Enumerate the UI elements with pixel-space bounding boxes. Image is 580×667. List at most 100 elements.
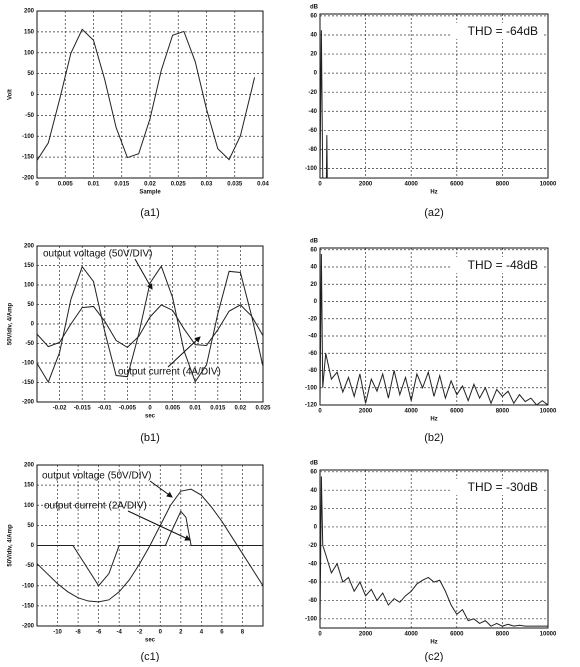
- data-line: [320, 30, 548, 178]
- x-axis-label: Hz: [430, 190, 437, 196]
- chart-panel: -100 -80 -60 -40 -20 0 20 40 60 0 2000 4000 6000 8000…: [305, 461, 557, 663]
- x-tick-label: 0.015: [210, 406, 226, 412]
- y-tick-label: 60: [310, 469, 317, 475]
- x-tick-label: 8000: [496, 409, 510, 415]
- y-tick-label: -40: [308, 334, 317, 340]
- y-tick-label: 200: [24, 463, 35, 469]
- x-tick-label: 4000: [405, 182, 419, 188]
- y-tick-label: 50: [27, 523, 34, 529]
- y-tick-label: -200: [22, 400, 35, 406]
- caption: (c1): [141, 651, 160, 662]
- y-tick-label: -20: [308, 90, 317, 96]
- annotation-arrow: [149, 480, 173, 498]
- y-tick-label: 60: [310, 13, 317, 19]
- x-tick-label: 6000: [450, 632, 464, 638]
- y-axis-label: Volt: [8, 89, 14, 100]
- annotation-arrow: [134, 258, 153, 290]
- y-tick-label: -50: [25, 563, 34, 569]
- y-tick-label: 100: [24, 50, 35, 56]
- chart-panel: -100 -80 -60 -40 -20 0 20 40 60 0 2000 4000 6000 8000…: [305, 5, 557, 219]
- y-tick-label: 200: [24, 244, 35, 250]
- y-tick-label: -50: [25, 341, 34, 347]
- caption: (a2): [424, 207, 444, 219]
- x-tick-label: -2: [137, 630, 143, 636]
- x-tick-label: 4000: [405, 409, 419, 415]
- y-tick-label: -60: [308, 351, 317, 357]
- curve-annotation: output current (4A/DIV): [118, 367, 221, 378]
- x-tick-label: 6: [220, 630, 224, 636]
- x-tick-label: 0.01: [189, 406, 201, 412]
- x-tick-label: 0: [159, 630, 163, 636]
- y-tick-label: -200: [22, 624, 35, 630]
- plot-frame: [319, 247, 549, 406]
- annotation-arrow: [167, 336, 201, 368]
- caption: (b2): [424, 432, 444, 444]
- y-tick-label: -100: [305, 616, 318, 622]
- y-tick-label: 40: [310, 33, 317, 39]
- y-tick-label: 0: [314, 71, 318, 77]
- annotation-arrow: [127, 510, 191, 541]
- y-axis-label: dB: [310, 5, 319, 11]
- y-tick-label: -150: [22, 380, 35, 386]
- y-tick-label: 20: [310, 282, 317, 288]
- y-tick-label: 40: [310, 488, 317, 494]
- x-axis-label: Sample: [139, 190, 161, 196]
- data-line: [320, 254, 548, 405]
- x-tick-label: 2000: [359, 409, 373, 415]
- x-tick-label: 0.025: [255, 406, 271, 412]
- x-tick-label: 0.02: [144, 182, 156, 188]
- x-tick-label: -0.02: [53, 406, 67, 412]
- y-tick-label: 0: [31, 322, 35, 328]
- y-axis-label: 50V/div, 4/Amp: [8, 524, 14, 567]
- x-tick-label: 0: [35, 182, 39, 188]
- y-tick-label: -80: [308, 147, 317, 153]
- y-tick-label: -100: [22, 134, 35, 140]
- x-tick-label: 0.005: [58, 182, 74, 188]
- x-tick-label: 10000: [540, 182, 557, 188]
- x-tick-label: 0.035: [227, 182, 243, 188]
- y-tick-label: 20: [310, 52, 317, 58]
- x-tick-label: 8: [241, 630, 245, 636]
- y-tick-label: -80: [308, 598, 317, 604]
- x-tick-label: 8000: [496, 182, 510, 188]
- y-tick-label: -100: [305, 166, 318, 172]
- x-axis-label: Hz: [430, 417, 437, 423]
- x-tick-label: -10: [53, 630, 62, 636]
- x-tick-label: -6: [96, 630, 102, 636]
- x-axis-label: sec: [145, 414, 156, 420]
- data-line: [37, 28, 256, 161]
- x-tick-label: -4: [117, 630, 123, 636]
- thd-annotation: THD = -64dB: [468, 24, 538, 38]
- caption: (c2): [425, 651, 444, 662]
- x-tick-label: 6000: [450, 409, 464, 415]
- y-tick-label: -40: [308, 109, 317, 115]
- x-tick-label: 0.015: [114, 182, 130, 188]
- x-tick-label: 0: [148, 406, 152, 412]
- y-tick-label: 150: [24, 263, 35, 269]
- x-tick-label: 6000: [450, 182, 464, 188]
- y-tick-label: -100: [305, 385, 318, 391]
- x-tick-label: 10000: [540, 409, 557, 415]
- x-tick-label: 8000: [496, 632, 510, 638]
- x-axis-label: sec: [145, 638, 156, 644]
- x-axis-label: Hz: [430, 640, 437, 646]
- y-tick-label: 0: [31, 543, 35, 549]
- y-axis-label: dB: [310, 461, 319, 467]
- y-tick-label: -40: [308, 561, 317, 567]
- x-tick-label: 2000: [359, 182, 373, 188]
- y-tick-label: -100: [22, 361, 35, 367]
- annotation-bg: [452, 23, 542, 39]
- plot-frame: [36, 245, 264, 403]
- y-tick-label: -80: [308, 368, 317, 374]
- x-tick-label: -0.005: [119, 406, 137, 412]
- plot-frame: [319, 469, 549, 629]
- y-tick-label: 0: [31, 92, 35, 98]
- y-tick-label: 0: [314, 525, 318, 531]
- chart-panel: -200 -150 -100 -50 0 50 100 150 200 -0.02 -0.015 -0…: [8, 244, 272, 444]
- y-tick-label: -20: [308, 316, 317, 322]
- data-line: [37, 510, 263, 587]
- y-tick-label: -120: [305, 403, 318, 409]
- x-tick-label: -0.015: [74, 406, 92, 412]
- caption: (a1): [140, 207, 160, 219]
- y-tick-label: 150: [24, 29, 35, 35]
